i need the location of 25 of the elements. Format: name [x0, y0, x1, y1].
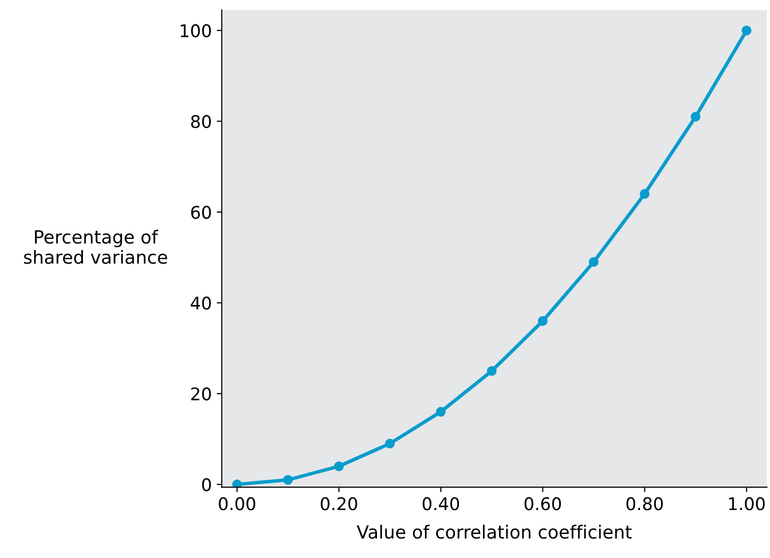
x-tick-label: 0.40 — [422, 497, 460, 510]
point — [640, 189, 650, 199]
y-axis-title: Percentage of shared variance — [24, 230, 168, 264]
x-tick-label: 0.60 — [524, 497, 561, 510]
x-tick-label: 1.00 — [729, 497, 765, 510]
point — [334, 461, 344, 472]
point — [742, 26, 752, 36]
y-tick-label: 60 — [191, 206, 211, 219]
point — [690, 112, 700, 122]
y-tick-label: 40 — [190, 296, 211, 310]
point — [486, 366, 497, 376]
x-tick-label: 0.00 — [218, 497, 256, 510]
point — [538, 316, 548, 326]
y-tick-label: 100 — [180, 24, 211, 38]
x-tick-label: 0.20 — [320, 497, 358, 510]
x-tick-label: 0.80 — [626, 497, 663, 510]
point — [385, 438, 395, 448]
y-tick-label: 20 — [191, 387, 211, 400]
point — [588, 257, 599, 267]
x-axis-title: Value of correlation coefficient — [356, 524, 632, 539]
point — [232, 480, 242, 488]
point — [436, 406, 446, 417]
y-tick-label: 0 — [202, 478, 211, 492]
y-tick-label: 80 — [191, 114, 211, 128]
point — [283, 475, 293, 485]
